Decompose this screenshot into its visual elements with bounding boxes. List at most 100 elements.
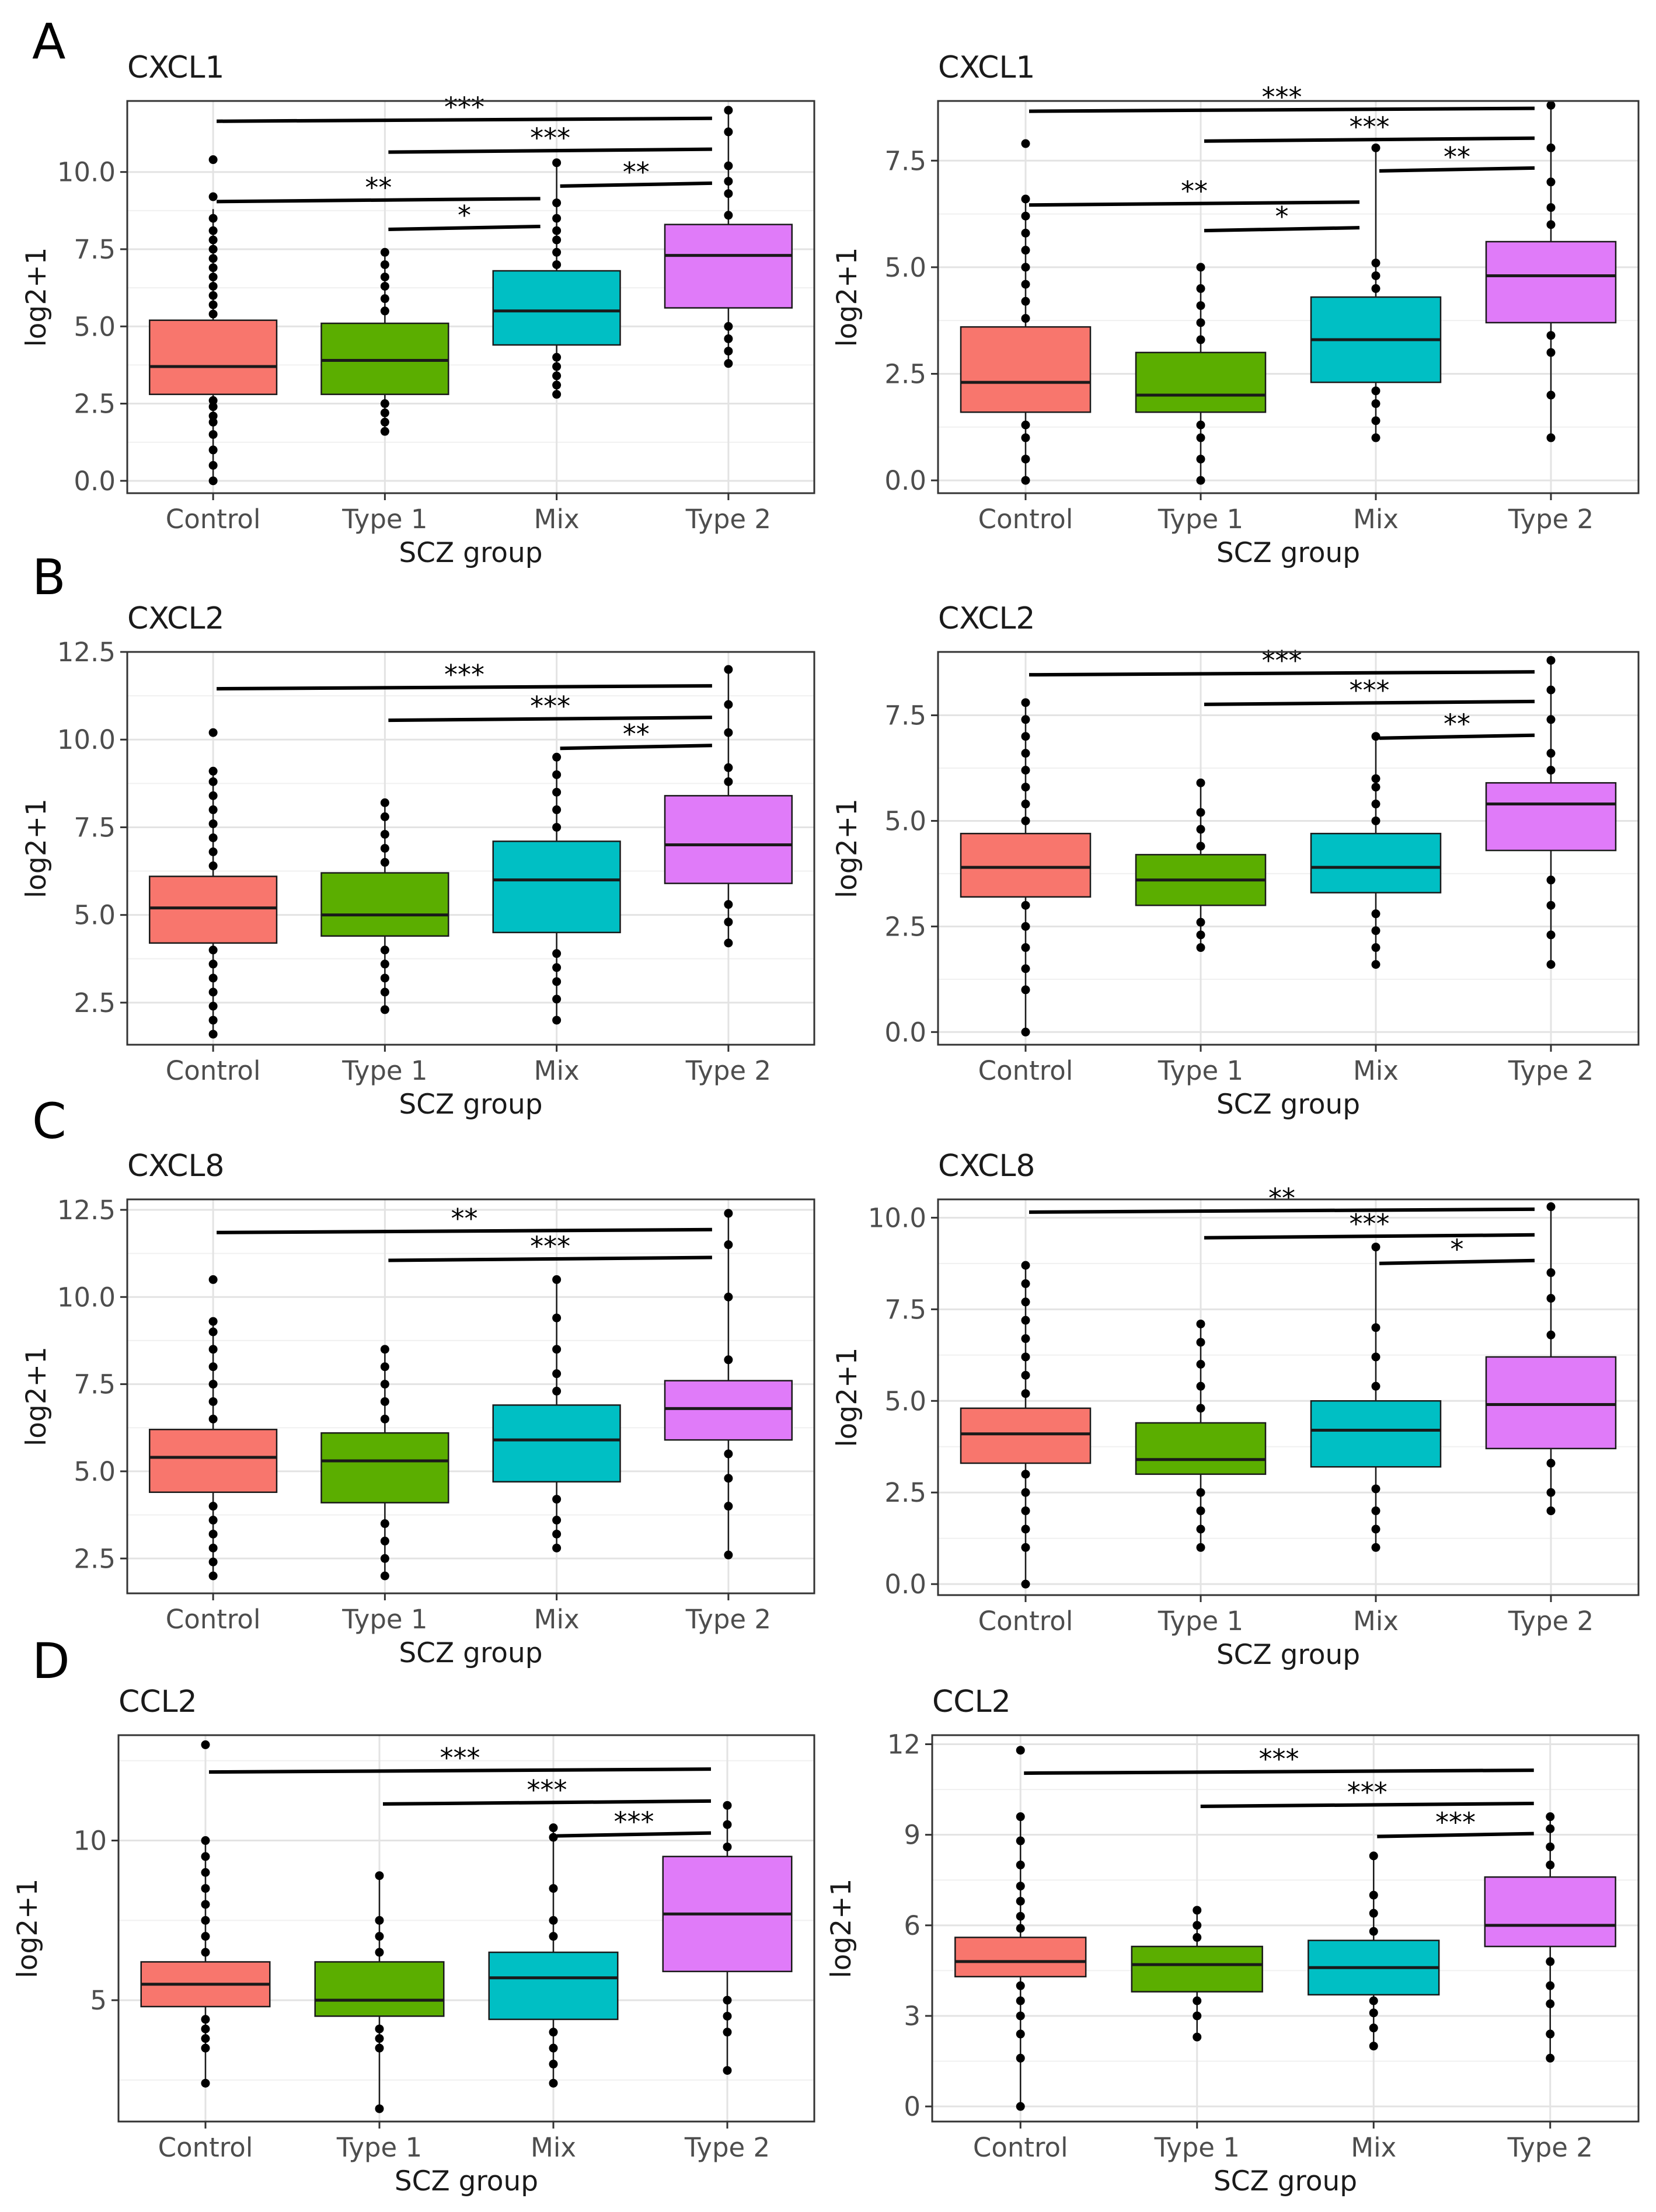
outlier-point — [1546, 875, 1556, 885]
significance-label: *** — [1347, 1777, 1387, 1808]
outlier-point — [1546, 1488, 1556, 1497]
x-tick-label: Type 1 — [1158, 504, 1243, 535]
box-body — [320, 1432, 449, 1503]
outlier-point — [724, 161, 733, 170]
significance-bracket — [217, 684, 712, 691]
outlier-point — [201, 1948, 210, 1957]
outlier-point — [201, 1852, 210, 1861]
outlier-point — [724, 177, 733, 186]
chart-title: CCL2 — [932, 1684, 1011, 1719]
significance-bracket — [1029, 106, 1535, 113]
box-body — [1310, 1400, 1442, 1468]
outlier-point — [1016, 2053, 1025, 2063]
outlier-point — [380, 1362, 389, 1372]
outlier-point — [1016, 1924, 1025, 1933]
outlier-point — [1371, 909, 1380, 919]
outlier-point — [1016, 1981, 1025, 1990]
outlier-point — [549, 2028, 558, 2037]
outlier-point — [201, 1740, 210, 1749]
outlier-point — [201, 2015, 210, 2024]
y-tick-label: 0.0 — [884, 1569, 926, 1600]
outlier-point — [552, 770, 562, 779]
outlier-point — [208, 833, 218, 842]
outlier-point — [552, 787, 562, 797]
outlier-point — [380, 281, 389, 291]
x-tick-label: Mix — [1353, 1055, 1399, 1086]
x-tick-label: Type 1 — [336, 2132, 422, 2163]
outlier-point — [549, 2078, 558, 2088]
outlier-point — [1371, 271, 1380, 280]
y-axis-title: log2+1 — [20, 1346, 53, 1446]
outlier-point — [1016, 1996, 1025, 2005]
box-body — [664, 224, 793, 309]
outlier-point — [1371, 1506, 1380, 1516]
outlier-point — [208, 309, 218, 319]
outlier-point — [380, 988, 389, 997]
significance-label: *** — [1435, 1807, 1476, 1838]
outlier-point — [1196, 433, 1205, 442]
outlier-point — [723, 1801, 732, 1810]
outlier-point — [208, 396, 218, 405]
outlier-point — [1546, 100, 1556, 110]
outlier-point — [208, 1016, 218, 1025]
outlier-point — [1021, 1506, 1030, 1516]
y-axis-title: log2+1 — [20, 247, 53, 347]
box-control — [149, 728, 278, 1039]
y-tick-label: 12.5 — [57, 1195, 116, 1226]
box-body — [149, 1428, 278, 1494]
significance-label: ** — [1181, 175, 1208, 207]
outlier-point — [1021, 1352, 1030, 1362]
outlier-point — [724, 763, 733, 772]
x-tick-label: Type 2 — [1508, 1606, 1594, 1637]
outlier-point — [552, 235, 562, 245]
outlier-point — [208, 728, 218, 737]
outlier-point — [208, 300, 218, 309]
y-tick-label: 7.5 — [74, 812, 116, 843]
outlier-point — [1016, 1746, 1025, 1755]
outlier-point — [1016, 1896, 1025, 1906]
outlier-point — [1021, 766, 1030, 775]
box-control — [960, 698, 1092, 1037]
outlier-point — [1369, 1890, 1378, 1900]
outlier-point — [1371, 1484, 1380, 1494]
outlier-point — [208, 1529, 218, 1538]
outlier-point — [1371, 1352, 1380, 1362]
significance-bracket — [1029, 200, 1360, 207]
outlier-point — [208, 226, 218, 235]
box-type-1 — [1131, 1906, 1263, 2042]
outlier-point — [208, 291, 218, 300]
outlier-point — [1021, 296, 1030, 306]
significance-bracket — [1029, 1207, 1535, 1214]
outlier-point — [1369, 2008, 1378, 2018]
outlier-point — [1021, 420, 1030, 430]
outlier-point — [1021, 732, 1030, 741]
outlier-point — [208, 847, 218, 857]
outlier-point — [208, 1380, 218, 1389]
outlier-point — [1371, 816, 1380, 825]
outlier-point — [724, 665, 733, 674]
outlier-point — [1196, 476, 1205, 485]
outlier-point — [1021, 228, 1030, 238]
box-type-1 — [1135, 263, 1267, 485]
x-tick-label: Type 2 — [1508, 504, 1594, 535]
outlier-point — [1196, 930, 1205, 940]
outlier-point — [1016, 1860, 1025, 1869]
outlier-point — [1546, 655, 1556, 665]
outlier-point — [552, 371, 562, 381]
outlier-point — [552, 390, 562, 399]
outlier-point — [1371, 399, 1380, 409]
y-tick-label: 10 — [74, 1826, 107, 1857]
box-body — [314, 1961, 445, 2017]
outlier-point — [380, 306, 389, 316]
y-tick-label: 5.0 — [74, 900, 116, 931]
outlier-point — [375, 2034, 384, 2043]
y-tick-label: 10.0 — [57, 724, 116, 755]
y-tick-label: 2.5 — [884, 911, 926, 942]
box-type-2 — [664, 1209, 793, 1559]
x-tick-label: Mix — [534, 1055, 580, 1086]
outlier-point — [208, 254, 218, 263]
outlier-point — [375, 1916, 384, 1925]
outlier-point — [1371, 943, 1380, 953]
significance-bracket — [217, 1227, 712, 1234]
